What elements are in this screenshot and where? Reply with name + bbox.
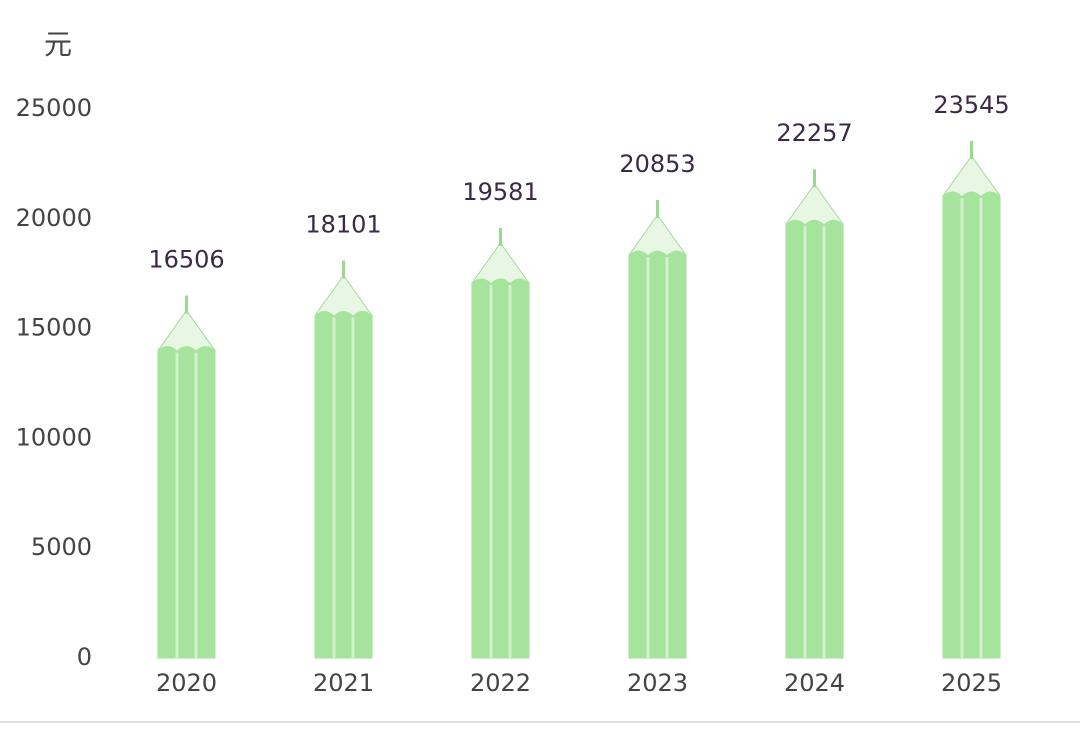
pencil-body bbox=[786, 219, 843, 659]
y-tick-label: 15000 bbox=[16, 314, 92, 342]
pencil-body bbox=[472, 278, 529, 658]
pencil-body bbox=[158, 346, 215, 658]
pencil-body bbox=[629, 250, 686, 658]
pencil-body bbox=[943, 191, 1000, 659]
x-tick-label: 2022 bbox=[470, 669, 531, 697]
value-label: 23545 bbox=[933, 91, 1009, 119]
value-label: 20853 bbox=[619, 150, 695, 178]
value-label: 19581 bbox=[462, 178, 538, 206]
value-label: 18101 bbox=[305, 211, 381, 239]
y-tick-label: 0 bbox=[77, 643, 92, 671]
y-tick-label: 10000 bbox=[16, 423, 92, 451]
x-tick-label: 2024 bbox=[784, 669, 845, 697]
y-tick-label: 25000 bbox=[16, 94, 92, 122]
value-label: 16506 bbox=[148, 246, 224, 274]
x-tick-label: 2020 bbox=[156, 669, 217, 697]
x-tick-label: 2025 bbox=[941, 669, 1002, 697]
value-label: 22257 bbox=[776, 119, 852, 147]
pencil-body bbox=[315, 311, 372, 658]
y-unit-label: 元 bbox=[44, 28, 72, 61]
x-tick-label: 2021 bbox=[313, 669, 374, 697]
y-tick-label: 20000 bbox=[16, 204, 92, 232]
y-tick-label: 5000 bbox=[31, 533, 92, 561]
x-tick-label: 2023 bbox=[627, 669, 688, 697]
